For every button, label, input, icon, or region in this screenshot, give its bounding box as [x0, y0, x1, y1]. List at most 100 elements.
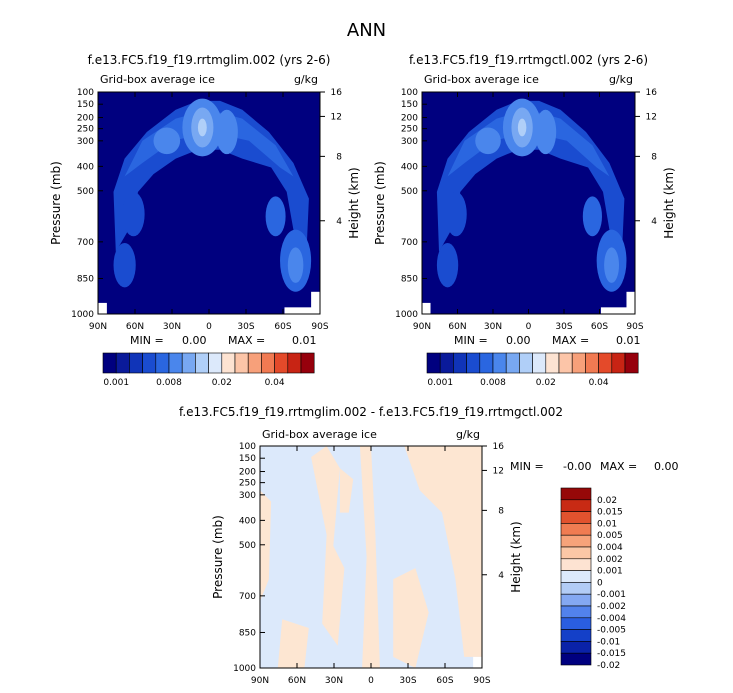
- y-tick-label: 500: [77, 187, 94, 197]
- ice-nh-lower: [113, 242, 136, 288]
- y-tick-label: 300: [239, 491, 256, 501]
- diff-positive-region: [339, 468, 354, 513]
- y2-tick-label: 16: [646, 88, 658, 98]
- x-tick-label: 30S: [399, 676, 416, 686]
- x-tick-label: 30S: [237, 322, 254, 332]
- y-tick-label: 200: [77, 114, 94, 124]
- colorbar-label: 0.001: [103, 378, 129, 388]
- mask-right-b: [626, 291, 635, 314]
- colorbar-box: [560, 605, 592, 619]
- colorbar-box: [624, 352, 639, 374]
- ice-arch-inner: [447, 109, 610, 177]
- panel-title: f.e13.FC5.f19_f19.rrtmglim.002 - f.e13.F…: [179, 405, 563, 419]
- x-tick-label: 60S: [436, 676, 453, 686]
- colorbar-box: [115, 352, 130, 374]
- panel-title: f.e13.FC5.f19_f19.rrtmgctl.002 (yrs 2-6): [409, 53, 648, 67]
- colorbar-box: [560, 629, 592, 642]
- y2-tick-label: 12: [646, 112, 657, 122]
- min-value: 0.00: [506, 334, 531, 347]
- x-tick-label: 30N: [325, 676, 343, 686]
- colorbar-box: [208, 352, 223, 374]
- x-tick-label: 90N: [89, 322, 107, 332]
- colorbar-label: -0.015: [597, 649, 626, 659]
- y-tick-label: 150: [239, 454, 256, 464]
- colorbar-box: [287, 352, 302, 374]
- y-tick-label: 700: [401, 238, 418, 248]
- colorbar-label: -0.01: [597, 637, 620, 647]
- colorbar-label: 0.04: [265, 378, 285, 388]
- ice-sh-core: [287, 247, 304, 283]
- x-tick-label: 0: [526, 322, 532, 332]
- min-label: MIN =: [454, 334, 488, 347]
- colorbar-box: [439, 352, 454, 374]
- ice-sh-mid: [582, 196, 602, 237]
- colorbar-box: [560, 511, 592, 524]
- min-value: 0.00: [182, 334, 207, 347]
- y-axis-title: Pressure (mb): [211, 515, 225, 599]
- max-value: 0.00: [654, 460, 679, 473]
- y-axis-title: Pressure (mb): [373, 161, 387, 245]
- y2-tick-label: 16: [493, 442, 505, 452]
- colorbar-label: 0.008: [480, 378, 506, 388]
- diff-positive-region: [311, 446, 345, 646]
- ice-tropical-side: [534, 109, 557, 155]
- colorbar-box: [611, 352, 626, 374]
- colorbar-box: [519, 352, 533, 374]
- colorbar-box: [560, 534, 592, 548]
- x-tick-label: 90N: [413, 322, 431, 332]
- panel-units: g/kg: [609, 73, 633, 86]
- colorbar-box: [560, 641, 592, 654]
- colorbar-box: [155, 352, 170, 374]
- x-tick-label: 30N: [484, 322, 502, 332]
- y-tick-label: 400: [239, 516, 256, 526]
- colorbar-box: [560, 487, 592, 501]
- colorbar-box: [466, 352, 481, 374]
- colorbar-label: -0.02: [597, 661, 620, 671]
- colorbar-label: -0.001: [597, 590, 626, 600]
- colorbar-label: 0.02: [536, 378, 556, 388]
- x-tick-label: 90S: [473, 676, 490, 686]
- colorbar-box: [560, 617, 592, 630]
- y2-tick-label: 16: [331, 88, 343, 98]
- y-tick-label: 1000: [395, 310, 418, 320]
- ice-tropical-side: [215, 109, 238, 155]
- y2-axis-title: Height (km): [662, 167, 676, 238]
- x-tick-label: 60N: [448, 322, 466, 332]
- panel-subtitle: Grid-box average ice: [424, 73, 539, 86]
- colorbar-box: [560, 570, 592, 583]
- y2-tick-label: 8: [336, 152, 342, 162]
- colorbar-label: 0.02: [597, 496, 617, 506]
- panel-subtitle: Grid-box average ice: [100, 73, 215, 86]
- colorbar-box: [585, 352, 599, 374]
- colorbar-label: -0.004: [597, 614, 626, 624]
- y-tick-label: 250: [239, 479, 256, 489]
- ice-nh-blob: [475, 127, 501, 155]
- colorbar-label: 0.002: [597, 555, 623, 565]
- diff-mask: [473, 656, 482, 668]
- ice-nh-lower: [436, 242, 459, 288]
- max-value: 0.01: [292, 334, 317, 347]
- colorbar-box: [168, 352, 183, 374]
- max-label: MAX =: [228, 334, 265, 347]
- x-tick-label: 60S: [274, 322, 291, 332]
- colorbar-box: [142, 352, 157, 374]
- x-tick-label: 30S: [555, 322, 572, 332]
- y-tick-label: 1000: [233, 664, 256, 674]
- colorbar-box: [247, 352, 262, 374]
- colorbar-box: [560, 499, 592, 512]
- colorbar-label: 0: [597, 578, 603, 588]
- y-tick-label: 250: [77, 125, 94, 135]
- colorbar-label: 0.001: [427, 378, 453, 388]
- ice-sh-core: [604, 247, 620, 283]
- min-label: MIN =: [130, 334, 164, 347]
- colorbar-box: [300, 352, 315, 374]
- y-tick-label: 250: [401, 125, 418, 135]
- colorbar-box: [560, 593, 592, 607]
- colorbar-box: [479, 352, 494, 374]
- y-tick-label: 300: [77, 137, 94, 147]
- y-tick-label: 850: [401, 274, 418, 284]
- diff-positive-region: [359, 446, 380, 668]
- min-label: MIN =: [510, 460, 544, 473]
- colorbar-box: [426, 352, 441, 374]
